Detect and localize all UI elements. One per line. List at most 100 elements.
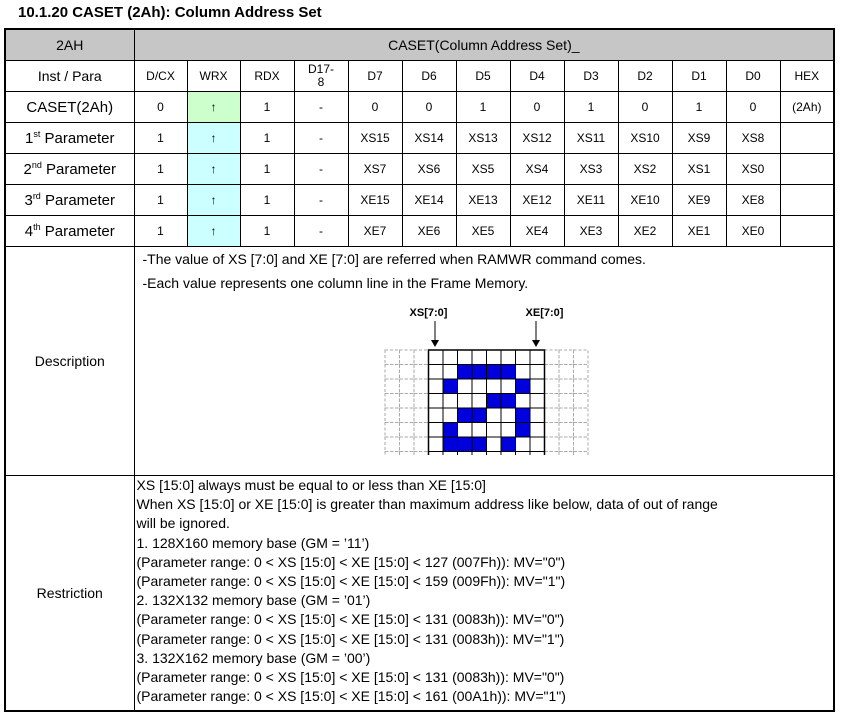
pixel-off bbox=[442, 364, 458, 380]
restriction-line: (Parameter range: 0 < XS [15:0] < XE [15… bbox=[136, 573, 566, 590]
pixel-off bbox=[485, 451, 501, 455]
col-rdx: RDX bbox=[239, 60, 295, 92]
pixel-off bbox=[471, 378, 487, 394]
pixel-off bbox=[500, 451, 516, 455]
d17-8-cell: - bbox=[293, 91, 349, 123]
outside-cell bbox=[413, 407, 429, 423]
pixel-off bbox=[456, 378, 472, 394]
col-d3: D3 bbox=[563, 60, 619, 92]
hex-cell bbox=[779, 215, 835, 247]
section-title: 10.1.20 CASET (2Ah): Column Address Set bbox=[18, 4, 322, 21]
pixel-on bbox=[514, 378, 530, 394]
outside-cell bbox=[558, 349, 574, 365]
outside-cell bbox=[398, 436, 414, 452]
outside-cell bbox=[543, 422, 559, 438]
pixel-off bbox=[529, 378, 545, 394]
xe-arrow-head bbox=[531, 340, 540, 347]
pixel-off bbox=[442, 393, 458, 409]
d17-8-cell: - bbox=[293, 153, 349, 185]
hex-cell bbox=[779, 153, 835, 185]
column-header-row: Inst / Para D/CX WRX RDX D17- 8 D7 D6 D5 … bbox=[4, 60, 835, 92]
caset-spec-table: 2AH CASET(Column Address Set)_ Inst / Pa… bbox=[4, 28, 836, 712]
row-label: 1st Parameter bbox=[4, 122, 135, 154]
pixel-on bbox=[514, 407, 530, 423]
bit-cell: XS11 bbox=[563, 122, 619, 154]
command-row: 4th Parameter 1 ↑ 1- XE7 XE6 XE5 XE4 XE3 XE2 XE1 XE… bbox=[4, 215, 835, 247]
restriction-lines: XS [15:0] always must be equal to or les… bbox=[135, 476, 834, 706]
outside-cell bbox=[572, 393, 588, 409]
outside-cell bbox=[572, 378, 588, 394]
pixel-off bbox=[514, 364, 530, 380]
pixel-on bbox=[442, 436, 458, 452]
frame-memory-svg: XS[7:0] XE[7:0] bbox=[384, 307, 588, 455]
pixel-on bbox=[500, 364, 516, 380]
bit-cell: XS15 bbox=[347, 122, 403, 154]
outside-cell bbox=[558, 451, 574, 455]
outside-cell bbox=[384, 378, 400, 394]
pixel-on bbox=[456, 407, 472, 423]
restriction-line: (Parameter range: 0 < XS [15:0] < XE [15… bbox=[136, 553, 566, 570]
bit-cell: 1 bbox=[563, 91, 619, 123]
bit-cell: XS0 bbox=[725, 153, 781, 185]
pixel-off bbox=[529, 364, 545, 380]
pixel-off bbox=[529, 451, 545, 455]
col-d1: D1 bbox=[671, 60, 727, 92]
bit-cell: XS8 bbox=[725, 122, 781, 154]
bit-cell: XE13 bbox=[455, 184, 511, 216]
outside-cell bbox=[384, 364, 400, 380]
outside-cell bbox=[572, 407, 588, 423]
pixel-on bbox=[485, 364, 501, 380]
restriction-line: XS [15:0] always must be equal to or les… bbox=[136, 477, 486, 493]
restriction-line: (Parameter range: 0 < XS [15:0] < XE [15… bbox=[136, 669, 565, 686]
outside-cell bbox=[543, 364, 559, 380]
outside-cell bbox=[384, 407, 400, 423]
outside-cell bbox=[413, 378, 429, 394]
bit-cell: XS6 bbox=[401, 153, 457, 185]
description-body: -The value of XS [7:0] and XE [7:0] are … bbox=[133, 246, 835, 476]
col-d2: D2 bbox=[617, 60, 673, 92]
outside-cell bbox=[413, 422, 429, 438]
dcx-cell: 1 bbox=[133, 122, 188, 154]
bit-cell: 0 bbox=[725, 91, 781, 123]
restriction-label: Restriction bbox=[4, 475, 135, 712]
pixel-off bbox=[485, 422, 501, 438]
rdx-cell: 1 bbox=[239, 122, 295, 154]
pixel-off bbox=[529, 349, 545, 365]
rdx-cell: 1 bbox=[239, 91, 295, 123]
pixel-off bbox=[471, 349, 487, 365]
outside-cell bbox=[543, 349, 559, 365]
pixel-off bbox=[456, 451, 472, 455]
command-row: CASET(2Ah) 0 ↑ 1-0 0 1 0 1 0 1 0 (2Ah) bbox=[4, 91, 835, 123]
bit-cell: XE2 bbox=[617, 215, 673, 247]
pixel-off bbox=[500, 349, 516, 365]
bit-cell: XE3 bbox=[563, 215, 619, 247]
pixel-off bbox=[427, 364, 443, 380]
row-label: CASET(2Ah) bbox=[4, 91, 135, 123]
restriction-line: (Parameter range: 0 < XS [15:0] < XE [15… bbox=[136, 611, 565, 628]
outside-cell bbox=[558, 422, 574, 438]
bit-cell: 0 bbox=[617, 91, 673, 123]
bit-cell: XE8 bbox=[725, 184, 781, 216]
pixel-off bbox=[485, 378, 501, 394]
pixel-off bbox=[456, 393, 472, 409]
d17-8-cell: - bbox=[293, 215, 349, 247]
outside-cell bbox=[572, 349, 588, 365]
pixel-on bbox=[456, 436, 472, 452]
bit-cell: XE15 bbox=[347, 184, 403, 216]
dcx-cell: 0 bbox=[133, 91, 188, 123]
bit-cell: XS2 bbox=[617, 153, 673, 185]
wrx-cell: ↑ bbox=[186, 184, 241, 216]
restriction-line: (Parameter range: 0 < XS [15:0] < XE [15… bbox=[136, 688, 566, 705]
outside-cell bbox=[398, 349, 414, 365]
pixel-off bbox=[427, 349, 443, 365]
pixel-off bbox=[485, 436, 501, 452]
pixel-off bbox=[427, 436, 443, 452]
bit-cell: XS5 bbox=[455, 153, 511, 185]
dcx-cell: 1 bbox=[133, 153, 188, 185]
col-wrx: WRX bbox=[186, 60, 241, 92]
pixel-off bbox=[529, 436, 545, 452]
bit-cell: XS14 bbox=[401, 122, 457, 154]
col-d5: D5 bbox=[455, 60, 511, 92]
pixel-off bbox=[485, 407, 501, 423]
outside-cell bbox=[543, 407, 559, 423]
